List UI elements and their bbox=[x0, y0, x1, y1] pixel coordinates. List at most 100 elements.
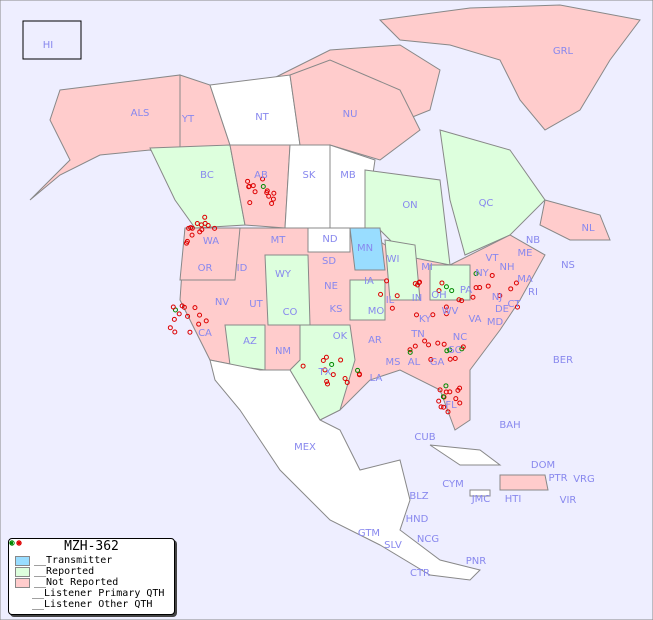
listener-marker bbox=[322, 367, 328, 373]
region-label-ms: MS bbox=[386, 357, 401, 368]
listener-marker bbox=[459, 298, 465, 304]
listener-marker bbox=[212, 225, 218, 231]
region-label-ctr: CTR bbox=[410, 568, 430, 579]
region-hispaniola bbox=[499, 474, 549, 491]
region-label-ky: KY bbox=[419, 314, 432, 325]
listener-marker bbox=[447, 356, 453, 362]
region-label-jmc: JMC bbox=[471, 494, 491, 505]
region-label-nv: NV bbox=[215, 297, 229, 308]
listener-marker bbox=[189, 232, 195, 238]
listener-marker bbox=[344, 379, 350, 385]
region-label-il: IL bbox=[386, 295, 395, 306]
region-label-sk: SK bbox=[303, 170, 316, 181]
region-label-mex: MEX bbox=[294, 442, 316, 453]
legend-item-reported: __Reported bbox=[9, 566, 174, 577]
region-label-ks: KS bbox=[330, 304, 343, 315]
listener-marker bbox=[414, 312, 420, 318]
not_reported-swatch bbox=[15, 577, 30, 588]
listener-marker bbox=[202, 214, 208, 220]
listener-marker bbox=[497, 293, 503, 299]
legend-item-transmitter: __Transmitter bbox=[9, 555, 174, 566]
listener-marker bbox=[192, 305, 198, 311]
region-mex bbox=[209, 359, 481, 581]
region-label-nd: ND bbox=[322, 234, 337, 245]
region-label-mb: MB bbox=[340, 170, 356, 181]
listener-marker bbox=[187, 329, 193, 335]
region-label-tn: TN bbox=[410, 329, 425, 340]
listener-marker bbox=[426, 342, 432, 348]
listener-marker bbox=[508, 286, 514, 292]
listener-marker bbox=[456, 297, 462, 303]
region-mo-ia bbox=[349, 279, 386, 321]
listener-marker bbox=[320, 358, 326, 364]
region-label-wa: WA bbox=[203, 236, 219, 247]
region-label-mi: MI bbox=[421, 262, 433, 273]
listener-marker bbox=[430, 312, 436, 318]
region-label-ri: RI bbox=[528, 287, 538, 298]
region-label-cym: CYM bbox=[442, 479, 464, 490]
listener-marker bbox=[485, 283, 491, 289]
region-label-al: AL bbox=[408, 357, 421, 368]
region-label-ny: NY bbox=[475, 268, 489, 279]
region-label-mo: MO bbox=[368, 306, 385, 317]
listener-marker bbox=[457, 385, 463, 391]
region-label-ca: CA bbox=[198, 328, 212, 339]
listener-marker bbox=[172, 329, 178, 335]
listener-marker bbox=[203, 318, 209, 324]
listener-marker bbox=[205, 223, 211, 229]
listener-marker bbox=[436, 398, 442, 404]
region-label-oh: OH bbox=[431, 290, 446, 301]
region-label-nl: NL bbox=[581, 223, 594, 234]
region-label-pnr: PNR bbox=[466, 556, 487, 567]
legend-item-other: __Listener Other QTH bbox=[9, 541, 174, 610]
region-label-va: VA bbox=[468, 314, 481, 325]
region-az bbox=[224, 324, 266, 371]
legend-label: __Not Reported bbox=[34, 577, 119, 588]
listener-marker bbox=[324, 378, 330, 384]
listener-marker bbox=[389, 305, 395, 311]
region-label-md: MD bbox=[487, 317, 504, 328]
listener-marker bbox=[176, 311, 182, 317]
region-label-sc: SC bbox=[448, 345, 461, 356]
region-label-hi: HI bbox=[43, 40, 53, 51]
listener-marker bbox=[269, 200, 275, 206]
listener-marker bbox=[441, 341, 447, 347]
listener-marker bbox=[513, 280, 519, 286]
region-label-yt: YT bbox=[181, 114, 195, 125]
listener-marker bbox=[196, 321, 202, 327]
listener-marker bbox=[198, 222, 204, 228]
listener-marker bbox=[443, 284, 449, 290]
region-label-wi: WI bbox=[387, 254, 400, 265]
region-label-bah: BAH bbox=[499, 420, 520, 431]
listener-marker bbox=[394, 293, 400, 299]
listener-marker bbox=[247, 200, 253, 206]
listener-marker bbox=[412, 343, 418, 349]
region-label-nh: NH bbox=[500, 262, 515, 273]
listener-marker bbox=[271, 190, 277, 196]
legend: MZH-362 __Transmitter __Reported __Not Rep… bbox=[8, 538, 175, 615]
region-label-ptr: PTR bbox=[548, 473, 567, 484]
region-label-fl: FL bbox=[445, 400, 457, 411]
listener-marker bbox=[470, 294, 476, 300]
region-label-in: IN bbox=[412, 293, 422, 304]
region-label-or: OR bbox=[198, 263, 213, 274]
listener-marker bbox=[514, 304, 520, 310]
region-label-ncg: NCG bbox=[417, 534, 439, 545]
region-jmc bbox=[469, 489, 491, 497]
region-label-ga: GA bbox=[430, 357, 445, 368]
region-label-mt: MT bbox=[271, 235, 287, 246]
region-label-ar: AR bbox=[368, 335, 382, 346]
region-label-ab: AB bbox=[254, 170, 268, 181]
region-label-nt: NT bbox=[255, 112, 269, 123]
region-label-nj: NJ bbox=[492, 292, 502, 303]
region-label-me: ME bbox=[518, 248, 533, 259]
listener-marker bbox=[329, 361, 335, 367]
listener-marker bbox=[447, 389, 453, 395]
region-bc bbox=[149, 144, 246, 229]
hawaii-inset bbox=[22, 20, 82, 60]
region-label-ma: MA bbox=[517, 274, 533, 285]
region-label-vt: VT bbox=[486, 253, 500, 264]
listener-marker bbox=[436, 288, 442, 294]
listener-marker bbox=[170, 304, 176, 310]
